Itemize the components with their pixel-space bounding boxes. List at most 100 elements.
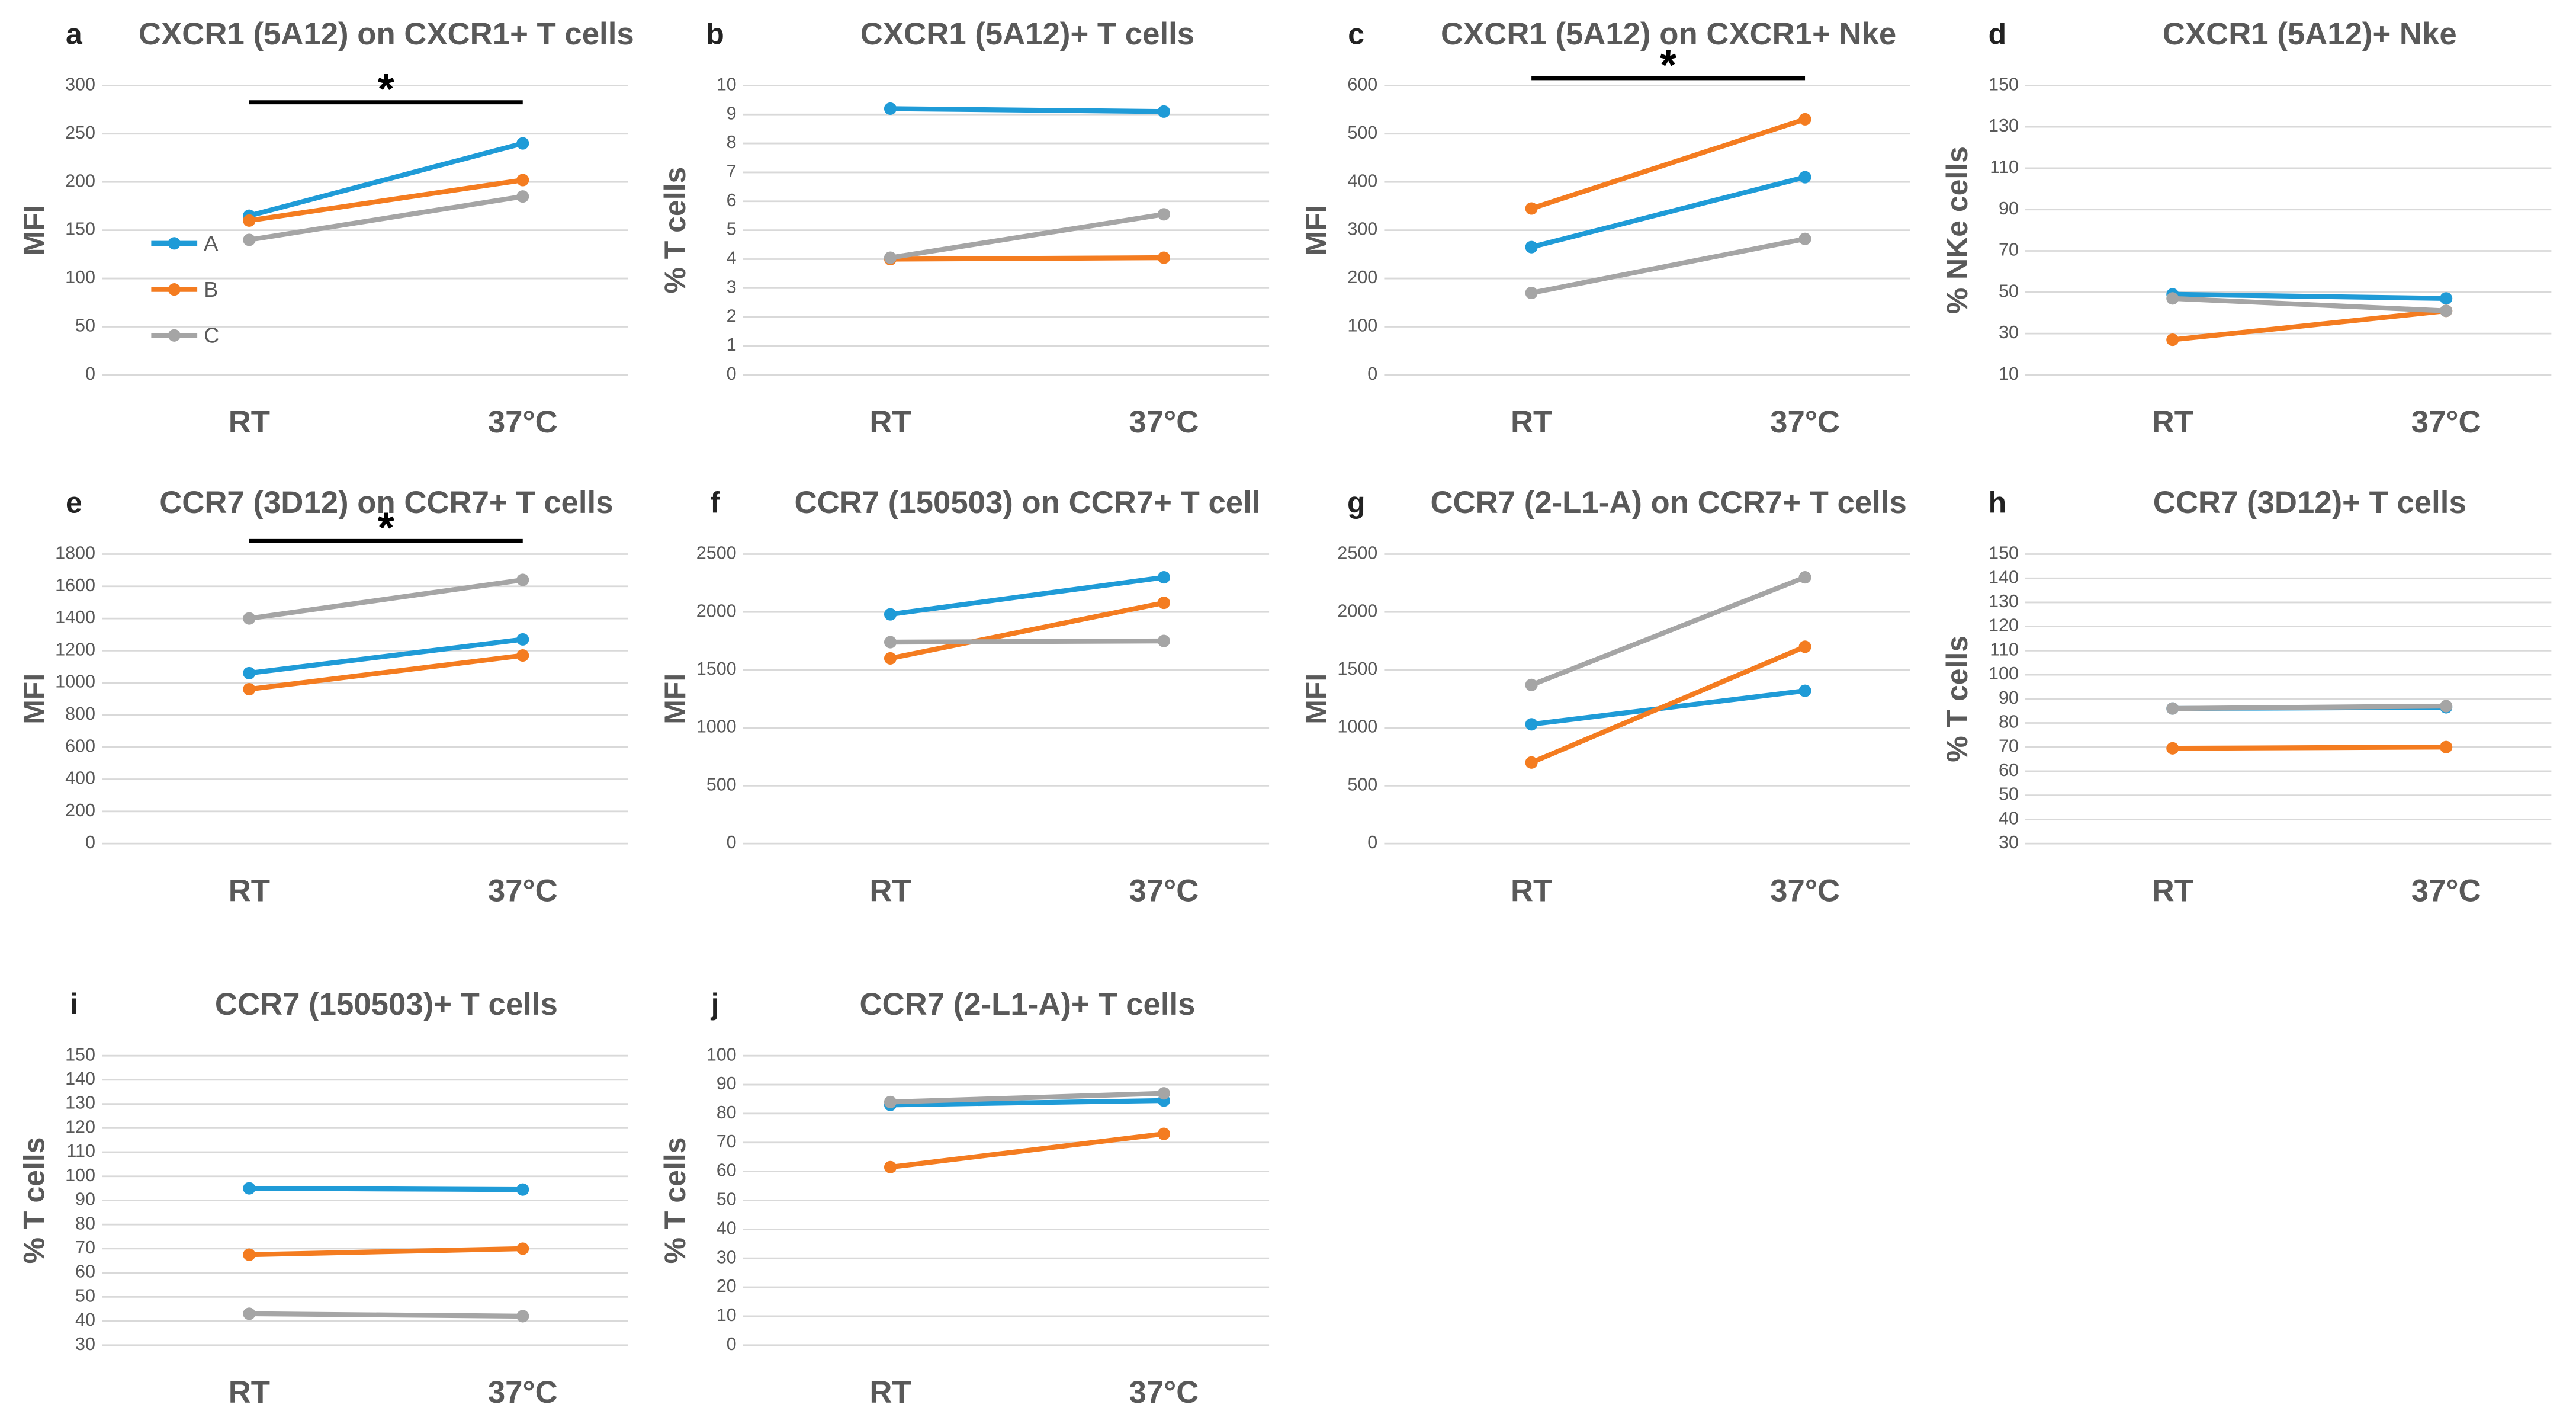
y-tick-label: 8 xyxy=(727,132,737,152)
y-axis-label: MFI xyxy=(17,205,50,256)
data-point xyxy=(2440,700,2453,713)
y-tick-label: 500 xyxy=(1347,774,1377,794)
y-axis-label: % NKe cells xyxy=(1941,146,1974,314)
y-tick-label: 250 xyxy=(65,123,95,143)
y-tick-label: 0 xyxy=(727,364,737,384)
legend-marker xyxy=(168,237,181,250)
y-tick-label: 200 xyxy=(1347,267,1377,287)
y-tick-label: 400 xyxy=(1347,171,1377,191)
y-tick-label: 50 xyxy=(75,1285,95,1306)
x-tick-label: 37°C xyxy=(2411,873,2481,908)
panel: h CCR7 (3D12)+ T cells % T cells 30 40 50 60 70… xyxy=(1941,485,2552,908)
y-tick-label: 0 xyxy=(85,364,95,384)
y-tick-label: 0 xyxy=(85,832,95,852)
data-point xyxy=(1157,251,1170,264)
series-line xyxy=(890,638,1164,645)
y-tick-label: 20 xyxy=(717,1276,737,1296)
y-tick-label: 30 xyxy=(75,1334,95,1354)
y-tick-label: 1400 xyxy=(55,607,95,627)
data-point xyxy=(2166,742,2179,755)
significance-star: * xyxy=(378,505,395,552)
y-tick-label: 1000 xyxy=(55,672,95,692)
y-axis-label: MFI xyxy=(659,674,692,724)
y-tick-label: 7 xyxy=(727,161,737,181)
x-tick-label: 37°C xyxy=(2411,405,2481,440)
y-tick-label: 130 xyxy=(1989,116,2019,136)
y-tick-label: 40 xyxy=(75,1310,95,1330)
figure-body: a CXCR1 (5A12) on CXCR1+ T cellsMFI050100… xyxy=(17,17,2552,1410)
chart-title: CXCR1 (5A12)+ T cells xyxy=(860,17,1194,52)
y-tick-label: 1600 xyxy=(55,575,95,595)
legend-marker xyxy=(168,329,181,342)
data-point xyxy=(243,1248,256,1261)
data-point xyxy=(516,174,529,187)
panel-letter: a xyxy=(66,17,83,50)
panel: a CXCR1 (5A12) on CXCR1+ T cells MFI 0 50 100… xyxy=(17,17,632,440)
y-tick-label: 2500 xyxy=(1337,543,1377,563)
y-tick-label: 30 xyxy=(1999,322,2019,342)
panel-letter: j xyxy=(711,987,720,1021)
x-tick-label: RT xyxy=(229,405,270,440)
data-point xyxy=(1525,202,1538,215)
panel: i CCR7 (150503)+ T cells % T cells 30 40 50 60… xyxy=(17,987,628,1410)
x-tick-label: 37°C xyxy=(1129,405,1199,440)
panel: g CCR7 (2-L1-A) on CCR7+ T cells MFI 0 500 10… xyxy=(1300,485,1910,908)
y-tick-label: 140 xyxy=(1989,567,2019,587)
series-line xyxy=(1530,117,1806,211)
series-line xyxy=(2172,745,2446,751)
series-line xyxy=(249,577,523,621)
panel-letter: g xyxy=(1347,486,1366,519)
y-axis-label: % T cells xyxy=(659,167,692,294)
y-tick-label: 600 xyxy=(65,736,95,756)
y-tick-label: 200 xyxy=(65,171,95,191)
panel: b CXCR1 (5A12)+ T cells % T cells 0 1 2 3 4 5 6 7 8… xyxy=(659,17,1270,440)
y-tick-label: 130 xyxy=(1989,591,2019,611)
x-tick-label: RT xyxy=(2152,405,2193,440)
y-tick-label: 0 xyxy=(727,832,737,852)
y-tick-label: 0 xyxy=(727,1334,737,1354)
y-tick-label: 100 xyxy=(706,1044,737,1064)
y-axis-label: % T cells xyxy=(659,1137,692,1264)
y-tick-label: 90 xyxy=(717,1073,737,1093)
y-tick-label: 90 xyxy=(75,1189,95,1210)
data-point xyxy=(2440,304,2453,318)
series-line xyxy=(890,106,1164,114)
data-point xyxy=(1157,597,1170,610)
x-tick-label: RT xyxy=(869,1375,911,1410)
series-line xyxy=(1530,575,1806,688)
series-line xyxy=(249,653,523,692)
x-tick-label: RT xyxy=(2152,873,2193,908)
y-axis-label: MFI xyxy=(17,674,50,724)
chart-title: CCR7 (2-L1-A)+ T cells xyxy=(859,987,1195,1022)
x-tick-label: 37°C xyxy=(488,873,558,908)
y-tick-label: 10 xyxy=(717,74,737,94)
series-line xyxy=(1530,644,1806,765)
panel-letter: c xyxy=(1348,17,1364,50)
data-point xyxy=(516,1183,529,1196)
y-tick-label: 300 xyxy=(65,74,95,94)
series-line xyxy=(249,194,523,243)
data-point xyxy=(516,1310,529,1323)
y-tick-label: 30 xyxy=(717,1247,737,1267)
y-tick-label: 100 xyxy=(65,267,95,287)
y-tick-label: 600 xyxy=(1347,74,1377,94)
legend-label: B xyxy=(204,277,218,302)
x-tick-label: 37°C xyxy=(1770,405,1840,440)
y-tick-label: 2000 xyxy=(696,601,737,621)
y-tick-label: 2000 xyxy=(1337,601,1377,621)
x-tick-label: 37°C xyxy=(488,405,558,440)
y-tick-label: 50 xyxy=(1999,784,2019,804)
y-tick-label: 50 xyxy=(717,1189,737,1210)
x-tick-label: RT xyxy=(229,1375,270,1410)
significance-star: * xyxy=(378,66,395,113)
y-tick-label: 1000 xyxy=(696,717,737,737)
x-tick-label: 37°C xyxy=(1770,873,1840,908)
series-line xyxy=(248,141,523,219)
panel-letter: d xyxy=(1989,17,2007,50)
data-point xyxy=(1798,640,1811,653)
y-tick-label: 120 xyxy=(65,1117,95,1137)
series-line xyxy=(2172,291,2446,301)
panel: d CXCR1 (5A12)+ Nke % NKe cells 10 30 50 70 90 1… xyxy=(1941,17,2552,440)
y-tick-label: 4 xyxy=(727,248,737,268)
